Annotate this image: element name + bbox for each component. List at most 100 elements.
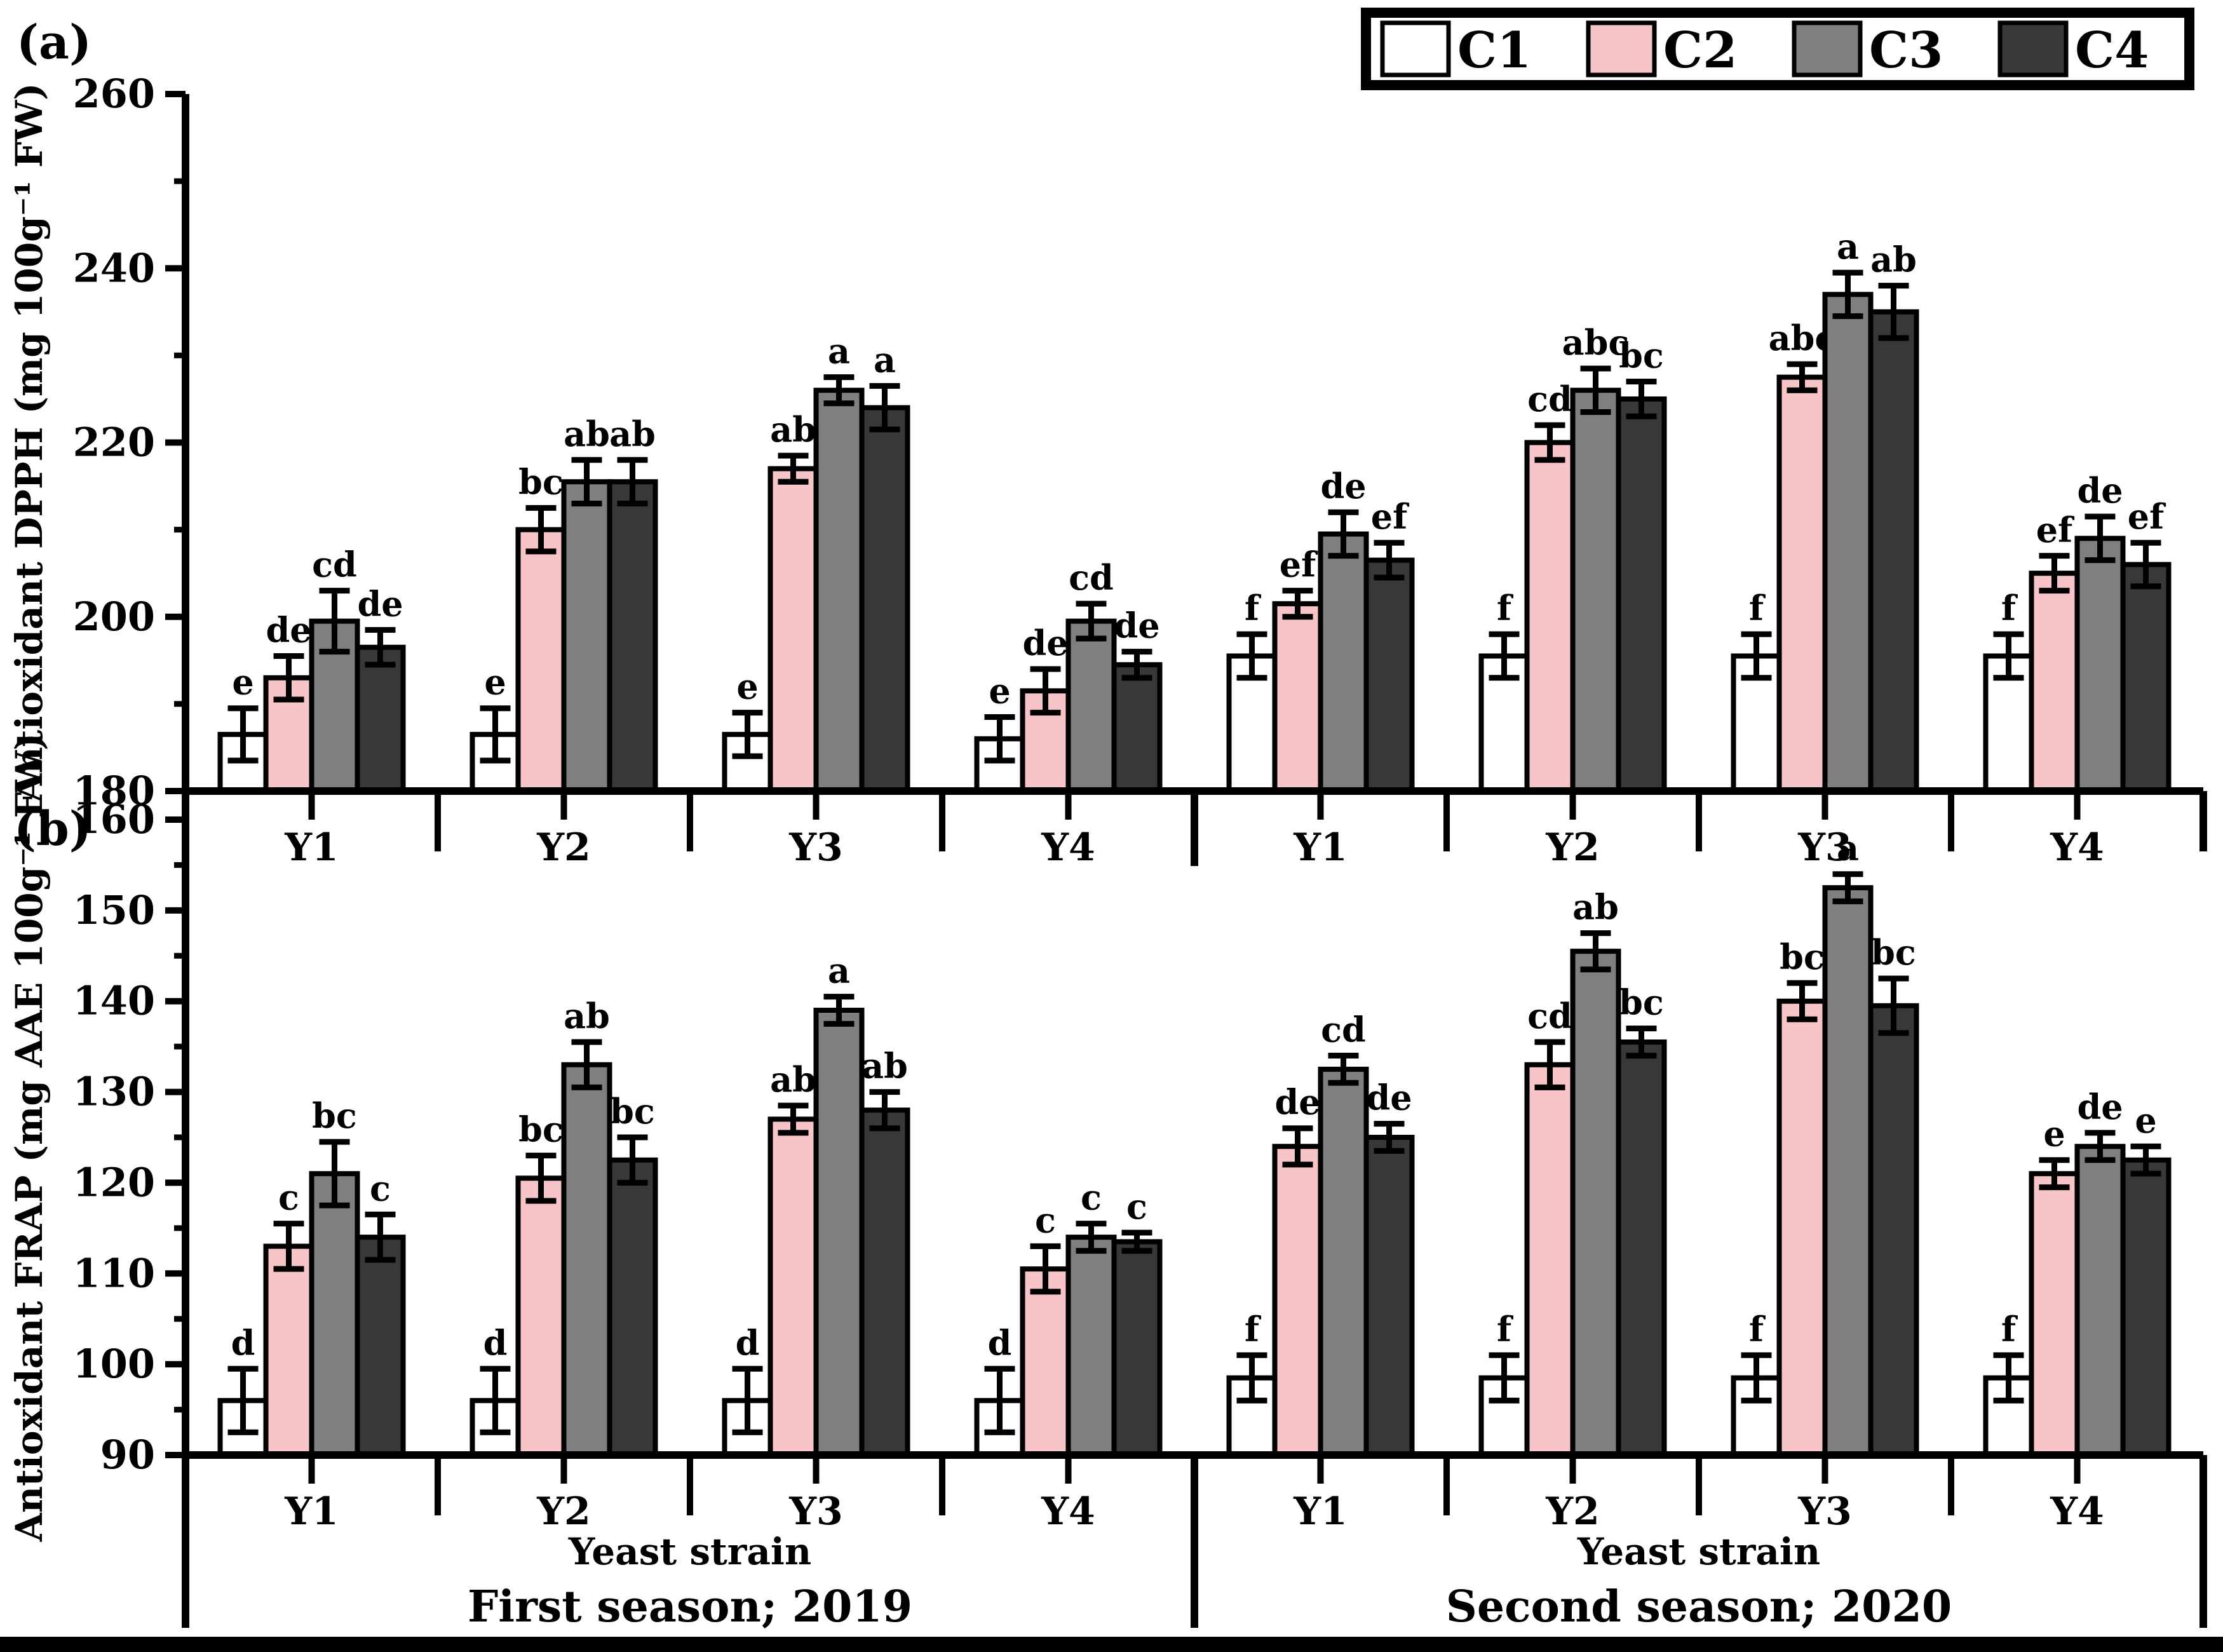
sig-letter-a-4-c2: ef	[1280, 545, 1318, 585]
bar-a-y4-7-c2	[2029, 571, 2080, 794]
x-tick-label: Y2	[536, 1489, 591, 1534]
panel-b-label: (b)	[14, 802, 91, 856]
bar-a-y3-2-c3	[813, 388, 865, 794]
panel-a-label: (a)	[17, 15, 91, 70]
sig-letter-a-1-c1: e	[484, 662, 506, 703]
y-tick-label: 150	[73, 887, 155, 933]
y-tick-label: 240	[73, 245, 155, 291]
panel-a: e e e ef f f fdebcabdeefcdabcefcdabacddeabcade…	[8, 71, 2207, 870]
x-tick-label: Y3	[788, 825, 843, 870]
bar-b-y1-0-c2	[263, 1243, 314, 1458]
bar-b-y2-1-c3	[561, 1062, 612, 1458]
bar-b-y1-0-c3	[309, 1171, 360, 1458]
bar-a-y3-2-c4	[859, 405, 910, 794]
legend-label-c3: C3	[1869, 22, 1943, 79]
legend-swatch-c3	[1792, 20, 1863, 78]
x-tick-label: Y1	[284, 1489, 339, 1534]
sig-letter-a-5-c3: abc	[1562, 322, 1630, 363]
group-axis-label-season2: Yeast strain	[1577, 1530, 1820, 1573]
y-tick-label: 140	[73, 978, 155, 1024]
bar-b-y2-5-c4	[1616, 1039, 1667, 1458]
sig-letter-b-3-c4: c	[1126, 1186, 1147, 1227]
sig-letter-b-1-c1: d	[483, 1322, 508, 1363]
sig-letter-b-3-c3: c	[1081, 1177, 1102, 1218]
legend: C1 C2 C3 C4	[1361, 8, 2194, 90]
sig-letter-a-5-c4: bc	[1619, 335, 1664, 376]
sig-letter-a-7-c4: ef	[2128, 496, 2166, 537]
sig-letter-a-7-c1: f	[2001, 588, 2018, 628]
bar-b-y4-7-c3	[2074, 1144, 2126, 1458]
bar-a-y2-1-c3	[561, 479, 612, 794]
sig-letter-a-5-c1: f	[1497, 588, 1514, 628]
bar-b-y3-2-c3	[813, 1008, 865, 1458]
sig-letter-b-4-c3: cd	[1321, 1009, 1366, 1050]
y-tick-label: 160	[73, 796, 155, 843]
y-axis-title-b: Antioxidant FRAP (mg AAE 100g⁻¹ FW)	[8, 733, 51, 1542]
sig-letter-b-6-c3: a	[1837, 828, 1859, 869]
sig-letter-a-2-c2: ab	[770, 409, 816, 450]
sig-letter-b-5-c4: bc	[1619, 982, 1664, 1023]
x-tick-label: Y1	[1293, 1489, 1348, 1534]
sig-letter-a-2-c3: a	[828, 331, 850, 372]
bar-b-y4-7-c4	[2120, 1157, 2172, 1458]
sig-letter-b-5-c2: cd	[1527, 996, 1572, 1036]
x-tick-label: Y3	[1797, 1489, 1852, 1534]
y-tick-label: 260	[73, 71, 155, 117]
x-tick-label: Y4	[1041, 825, 1095, 870]
bar-a-y1-4-c3	[1318, 531, 1369, 794]
bar-b-y3-6-c2	[1776, 998, 1828, 1458]
bar-b-y4-7-c2	[2029, 1171, 2080, 1458]
sig-letter-b-7-c4: e	[2135, 1100, 2156, 1141]
sig-letter-b-4-c4: de	[1366, 1078, 1412, 1118]
sig-letter-a-2-c4: a	[874, 339, 896, 380]
y-tick-label: 180	[73, 768, 155, 814]
bar-b-y1-4-c4	[1363, 1135, 1415, 1458]
sig-letter-a-3-c4: de	[1114, 606, 1159, 646]
sig-letter-a-3-c3: cd	[1069, 557, 1114, 598]
sig-letter-b-1-c2: bc	[518, 1109, 564, 1150]
y-tick-label: 90	[100, 1432, 155, 1478]
sig-letter-a-4-c1: f	[1245, 588, 1262, 628]
sig-letter-b-3-c1: d	[988, 1322, 1012, 1363]
sig-letter-a-6-c4: ab	[1870, 240, 1917, 280]
bar-b-y3-2-c4	[859, 1107, 910, 1458]
sig-letter-b-6-c1: f	[1749, 1309, 1766, 1350]
sig-letter-b-2-c4: ab	[861, 1046, 908, 1087]
sig-letter-b-1-c4: bc	[610, 1091, 655, 1132]
x-tick-label: Y3	[788, 1489, 843, 1534]
sig-letter-a-0-c4: de	[357, 583, 403, 624]
bar-b-y2-5-c3	[1570, 949, 1621, 1458]
bar-a-y1-4-c4	[1363, 557, 1415, 794]
y-tick-label: 120	[73, 1159, 155, 1205]
y-axis-title-a: Antioxidant DPPH (mg 100g⁻¹ FW)	[8, 83, 51, 802]
y-tick-label: 200	[73, 593, 155, 640]
season-2-label: Second season; 2020	[1446, 1581, 1952, 1632]
sig-letter-b-7-c3: de	[2077, 1087, 2123, 1127]
sig-letter-b-0-c2: c	[278, 1177, 299, 1218]
sig-letter-a-1-c4: ab	[609, 414, 656, 454]
bar-b-y4-3-c4	[1111, 1239, 1163, 1458]
sig-letter-a-0-c1: e	[232, 662, 253, 703]
sig-letter-b-1-c3: ab	[564, 996, 610, 1036]
legend-label-c1: C1	[1457, 22, 1531, 79]
sig-letter-b-4-c1: f	[1245, 1309, 1262, 1350]
bar-a-y2-5-c4	[1616, 396, 1667, 794]
sig-letter-b-0-c1: d	[231, 1322, 255, 1363]
bar-a-y3-6-c2	[1776, 374, 1828, 794]
bar-a-y2-1-c4	[607, 479, 658, 794]
sig-letter-b-0-c3: bc	[312, 1095, 357, 1136]
y-tick-label: 110	[73, 1250, 155, 1296]
x-tick-label: Y1	[1293, 825, 1348, 870]
sig-letter-a-1-c2: bc	[518, 461, 564, 502]
sig-letter-b-6-c2: bc	[1780, 937, 1825, 977]
bar-b-y3-6-c4	[1868, 1003, 1919, 1458]
group-axis-label-season1: Yeast strain	[568, 1530, 811, 1573]
y-tick-label: 100	[73, 1341, 155, 1387]
sig-letter-a-7-c3: de	[2077, 470, 2123, 511]
sig-letter-b-6-c4: bc	[1871, 932, 1916, 973]
sig-letter-a-0-c2: de	[266, 609, 311, 650]
x-tick-label: Y4	[2050, 825, 2104, 870]
bar-b-y1-4-c3	[1318, 1066, 1369, 1458]
